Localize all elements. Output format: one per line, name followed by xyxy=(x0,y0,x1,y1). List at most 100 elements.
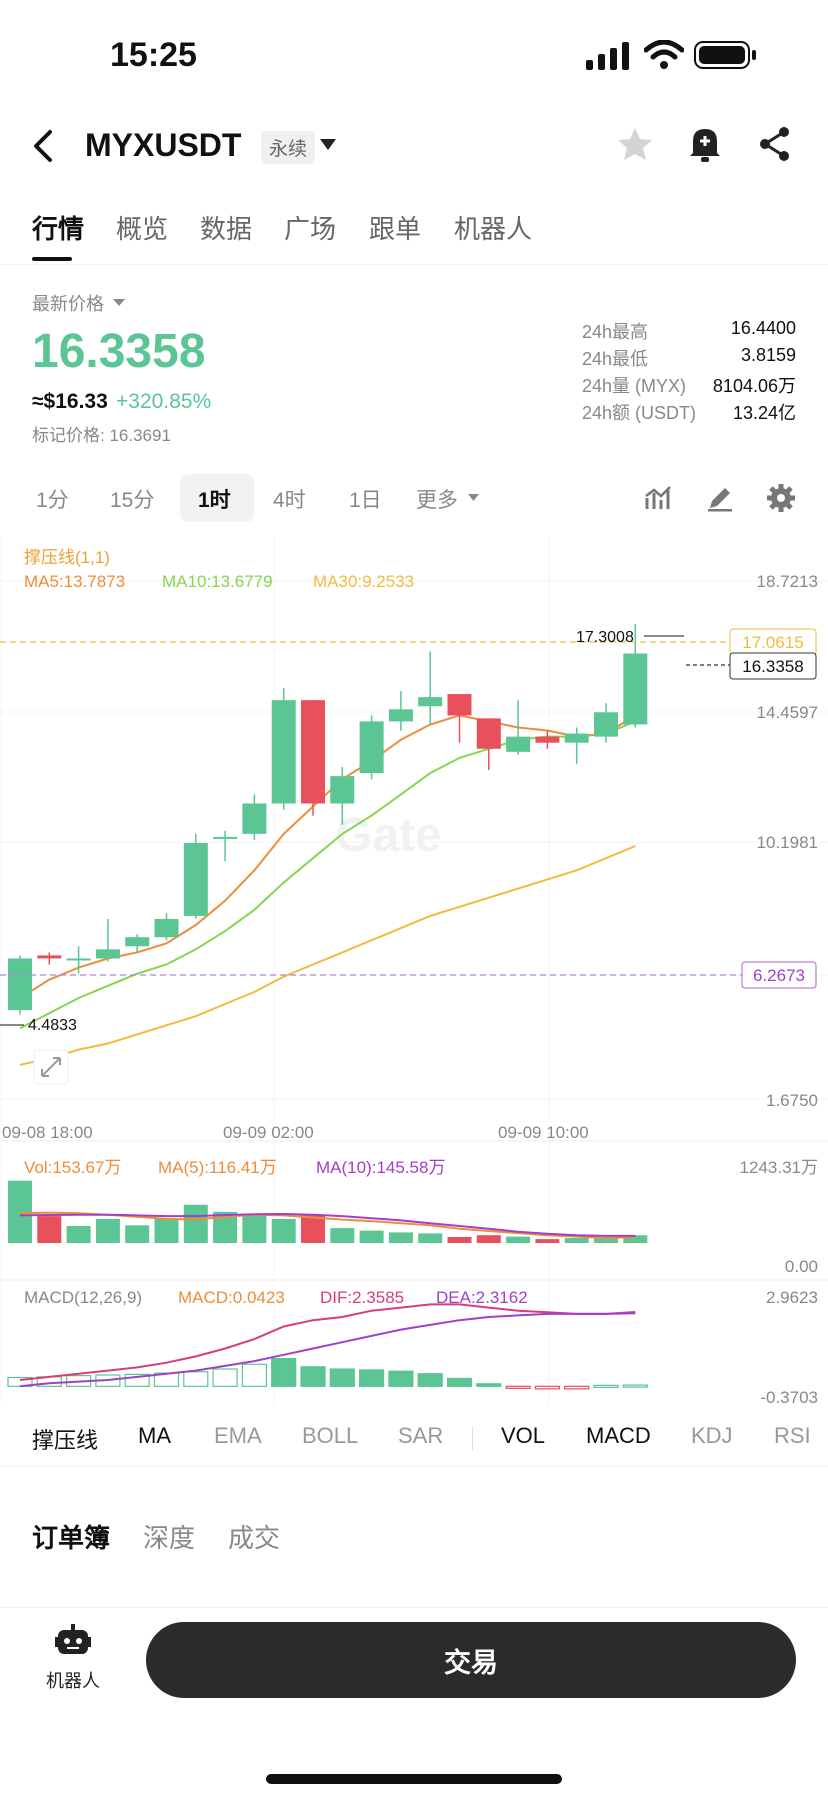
candle-body xyxy=(359,721,384,774)
stat-value-low: 3.8159 xyxy=(740,345,796,365)
price-type-dropdown-icon[interactable] xyxy=(113,299,125,307)
candle-body xyxy=(37,955,62,959)
volume-bar xyxy=(564,1238,589,1243)
macd-title: MACD(12,26,9) xyxy=(24,1288,142,1307)
tab-copy-trading[interactable]: 跟单 xyxy=(369,214,422,244)
ma5-line xyxy=(19,714,636,999)
interval-more[interactable]: 更多 xyxy=(416,489,458,512)
usd-price: ≈$16.33 xyxy=(32,390,108,413)
interval-15m[interactable]: 15分 xyxy=(110,489,155,512)
tab-market[interactable]: 行情 xyxy=(32,214,85,244)
mark-price: 标记价格: 16.3691 xyxy=(32,426,171,445)
price-summary: 最新价格 16.3358 ≈$16.33 +320.85% 标记价格: 16.3… xyxy=(0,270,828,460)
tab-trades[interactable]: 成交 xyxy=(228,1523,281,1553)
kline-chart-svg[interactable]: Gate 撑压线(1,1) MA5:13.7873 MA10:13.6779 M… xyxy=(0,535,828,1415)
indicator-macd[interactable]: MACD xyxy=(586,1423,651,1448)
volume-bar xyxy=(506,1236,531,1243)
back-icon[interactable] xyxy=(30,129,56,163)
time-axis-label-3: 09-09 10:00 xyxy=(498,1123,589,1142)
volume-bar xyxy=(154,1218,179,1243)
interval-bar: 1分 15分 1时 4时 1日 更多 xyxy=(0,470,828,526)
stat-label-low: 24h最低 xyxy=(582,349,649,369)
tab-orderbook[interactable]: 订单簿 xyxy=(32,1523,111,1553)
macd-bar xyxy=(534,1385,561,1390)
price-axis-label-2: 14.4597 xyxy=(757,703,818,722)
macd-bar xyxy=(476,1383,502,1387)
support-resistance-title: 撑压线(1,1) xyxy=(24,548,110,567)
favorite-star-icon[interactable] xyxy=(616,126,654,162)
volume-bar xyxy=(388,1232,413,1243)
candle-body xyxy=(330,776,355,804)
main-tabs: 行情 概览 数据 广场 跟单 机器人 xyxy=(0,205,828,265)
indicator-ema[interactable]: EMA xyxy=(214,1423,262,1448)
macd-bar xyxy=(505,1385,531,1389)
indicator-rsi[interactable]: RSI xyxy=(774,1423,811,1448)
tab-bots[interactable]: 机器人 xyxy=(454,214,533,244)
macd-bar xyxy=(329,1368,355,1387)
tab-depth[interactable]: 深度 xyxy=(143,1523,196,1553)
pair-dropdown-icon[interactable] xyxy=(320,139,336,151)
candle-body xyxy=(301,700,325,804)
tab-square[interactable]: 广场 xyxy=(284,214,337,244)
volume-bar xyxy=(8,1180,32,1243)
candle-body xyxy=(95,949,120,959)
volume-bar xyxy=(535,1239,560,1243)
low-marker-label: 4.4833 xyxy=(28,1017,77,1034)
indicator-kdj[interactable]: KDJ xyxy=(691,1423,733,1448)
pair-symbol[interactable]: MYXUSDT xyxy=(85,127,242,163)
interval-more-dropdown-icon[interactable] xyxy=(468,494,479,502)
macd-bar xyxy=(300,1366,326,1387)
contract-type-badge: 永续 xyxy=(261,131,316,164)
volume-value: Vol:153.67万 xyxy=(24,1158,121,1177)
volume-ma10-value: MA(10):145.58万 xyxy=(316,1158,445,1177)
last-price-label[interactable]: 最新价格 xyxy=(32,294,104,314)
candle-body xyxy=(623,653,648,725)
chart-settings-gear-icon[interactable] xyxy=(766,483,796,513)
macd-bar xyxy=(622,1384,648,1388)
draw-tool-icon[interactable] xyxy=(706,484,734,512)
dea-value: DEA:2.3162 xyxy=(436,1288,528,1307)
macd-bar xyxy=(271,1358,297,1387)
price-change: +320.85% xyxy=(116,390,212,413)
candle-body xyxy=(271,700,296,804)
macd-bar xyxy=(124,1373,150,1387)
indicator-ma[interactable]: MA xyxy=(138,1423,171,1448)
indicator-icon[interactable] xyxy=(644,484,672,512)
indicator-sar[interactable]: SAR xyxy=(398,1423,444,1448)
interval-1h[interactable]: 1时 xyxy=(198,489,231,512)
chart-grid xyxy=(0,535,828,1405)
interval-4h[interactable]: 4时 xyxy=(273,489,306,512)
indicator-support-resistance[interactable]: 撑压线 xyxy=(32,1428,99,1453)
volume-bar xyxy=(271,1218,296,1243)
price-alert-bell-icon[interactable] xyxy=(688,125,722,163)
ma10-line xyxy=(19,720,636,1030)
volume-bar xyxy=(242,1214,267,1243)
bot-shortcut[interactable]: 机器人 xyxy=(40,1624,106,1693)
macd-bar xyxy=(359,1369,385,1387)
indicator-vol[interactable]: VOL xyxy=(501,1423,546,1448)
volume-bar xyxy=(476,1235,501,1243)
ma30-line xyxy=(19,845,636,1066)
indicator-boll[interactable]: BOLL xyxy=(302,1423,359,1448)
volume-bar xyxy=(95,1218,120,1243)
tab-data[interactable]: 数据 xyxy=(200,214,253,244)
kline-chart[interactable]: Gate 撑压线(1,1) MA5:13.7873 MA10:13.6779 M… xyxy=(0,535,828,1415)
volume-axis-max: 1243.31万 xyxy=(740,1158,818,1177)
trade-button[interactable]: 交易 xyxy=(146,1622,796,1698)
fullscreen-expand-icon[interactable] xyxy=(33,1049,69,1085)
share-icon[interactable] xyxy=(758,125,792,163)
cellular-signal-icon xyxy=(586,42,629,70)
volume-bar xyxy=(66,1226,91,1243)
volume-bars xyxy=(8,1180,648,1243)
ma30-value: MA30:9.2533 xyxy=(313,572,414,591)
high-marker-label: 17.3008 xyxy=(576,629,634,646)
interval-1m[interactable]: 1分 xyxy=(36,489,69,512)
tab-overview[interactable]: 概览 xyxy=(116,214,169,244)
price-axis-label-1: 18.7213 xyxy=(757,572,818,591)
stat-label-turnover: 24h额 (USDT) xyxy=(582,403,697,423)
volume-bar xyxy=(359,1230,384,1243)
candle-body xyxy=(213,836,238,839)
interval-1d[interactable]: 1日 xyxy=(349,489,382,512)
macd-bar xyxy=(417,1373,443,1387)
candle-body xyxy=(183,842,208,916)
